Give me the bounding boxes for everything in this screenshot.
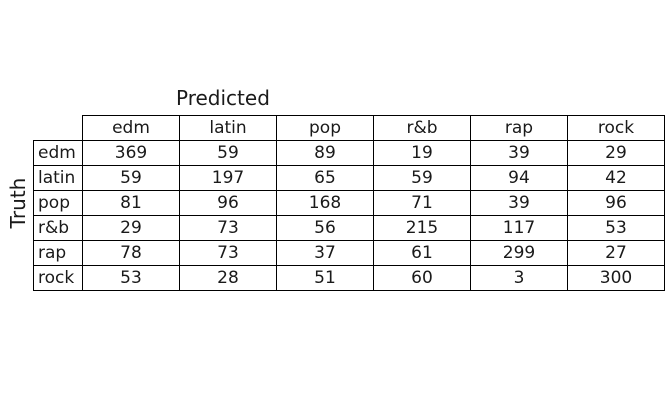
row-header-rap: rap: [33, 240, 83, 266]
table-row: r&b 29 73 56 215 117 53: [33, 215, 665, 241]
col-header-rock: rock: [567, 115, 665, 141]
matrix-cell: 61: [373, 240, 471, 266]
table-row: rap 78 73 37 61 299 27: [33, 240, 665, 266]
matrix-cell: 53: [82, 265, 180, 291]
matrix-cell: 60: [373, 265, 471, 291]
row-header-latin: latin: [33, 165, 83, 191]
matrix-cell: 39: [470, 140, 568, 166]
matrix-cell: 78: [82, 240, 180, 266]
row-header-pop: pop: [33, 190, 83, 216]
matrix-cell: 299: [470, 240, 568, 266]
row-header-rnb: r&b: [33, 215, 83, 241]
matrix-cell: 51: [276, 265, 374, 291]
matrix-cell: 65: [276, 165, 374, 191]
matrix-grid: edm latin pop r&b rap rock edm 369 59 89…: [33, 115, 665, 291]
table-row: rock 53 28 51 60 3 300: [33, 265, 665, 291]
col-header-rnb: r&b: [373, 115, 471, 141]
matrix-cell: 53: [567, 215, 665, 241]
col-header-latin: latin: [179, 115, 277, 141]
matrix-cell: 59: [179, 140, 277, 166]
matrix-cell: 168: [276, 190, 374, 216]
matrix-cell: 29: [567, 140, 665, 166]
matrix-cell: 73: [179, 215, 277, 241]
matrix-cell: 94: [470, 165, 568, 191]
matrix-cell: 42: [567, 165, 665, 191]
matrix-cell: 197: [179, 165, 277, 191]
row-header-rock: rock: [33, 265, 83, 291]
table-row: edm 369 59 89 19 39 29: [33, 140, 665, 166]
matrix-cell: 96: [179, 190, 277, 216]
matrix-cell: 19: [373, 140, 471, 166]
matrix-cell: 59: [82, 165, 180, 191]
matrix-cell: 39: [470, 190, 568, 216]
matrix-cell: 29: [82, 215, 180, 241]
predicted-axis-title: Predicted: [176, 86, 270, 110]
matrix-cell: 215: [373, 215, 471, 241]
matrix-cell: 117: [470, 215, 568, 241]
col-header-edm: edm: [82, 115, 180, 141]
matrix-cell: 71: [373, 190, 471, 216]
matrix-cell: 96: [567, 190, 665, 216]
col-header-rap: rap: [470, 115, 568, 141]
matrix-cell: 37: [276, 240, 374, 266]
matrix-cell: 300: [567, 265, 665, 291]
matrix-cell: 56: [276, 215, 374, 241]
matrix-cell: 28: [179, 265, 277, 291]
matrix-cell: 27: [567, 240, 665, 266]
matrix-cell: 89: [276, 140, 374, 166]
matrix-cell: 369: [82, 140, 180, 166]
matrix-cell: 59: [373, 165, 471, 191]
truth-axis-title: Truth: [6, 177, 30, 229]
corner-cell: [33, 115, 83, 141]
row-header-edm: edm: [33, 140, 83, 166]
matrix-cell: 81: [82, 190, 180, 216]
table-row: pop 81 96 168 71 39 96: [33, 190, 665, 216]
matrix-cell: 73: [179, 240, 277, 266]
table-row: latin 59 197 65 59 94 42: [33, 165, 665, 191]
matrix-cell: 3: [470, 265, 568, 291]
column-header-row: edm latin pop r&b rap rock: [33, 115, 665, 141]
col-header-pop: pop: [276, 115, 374, 141]
